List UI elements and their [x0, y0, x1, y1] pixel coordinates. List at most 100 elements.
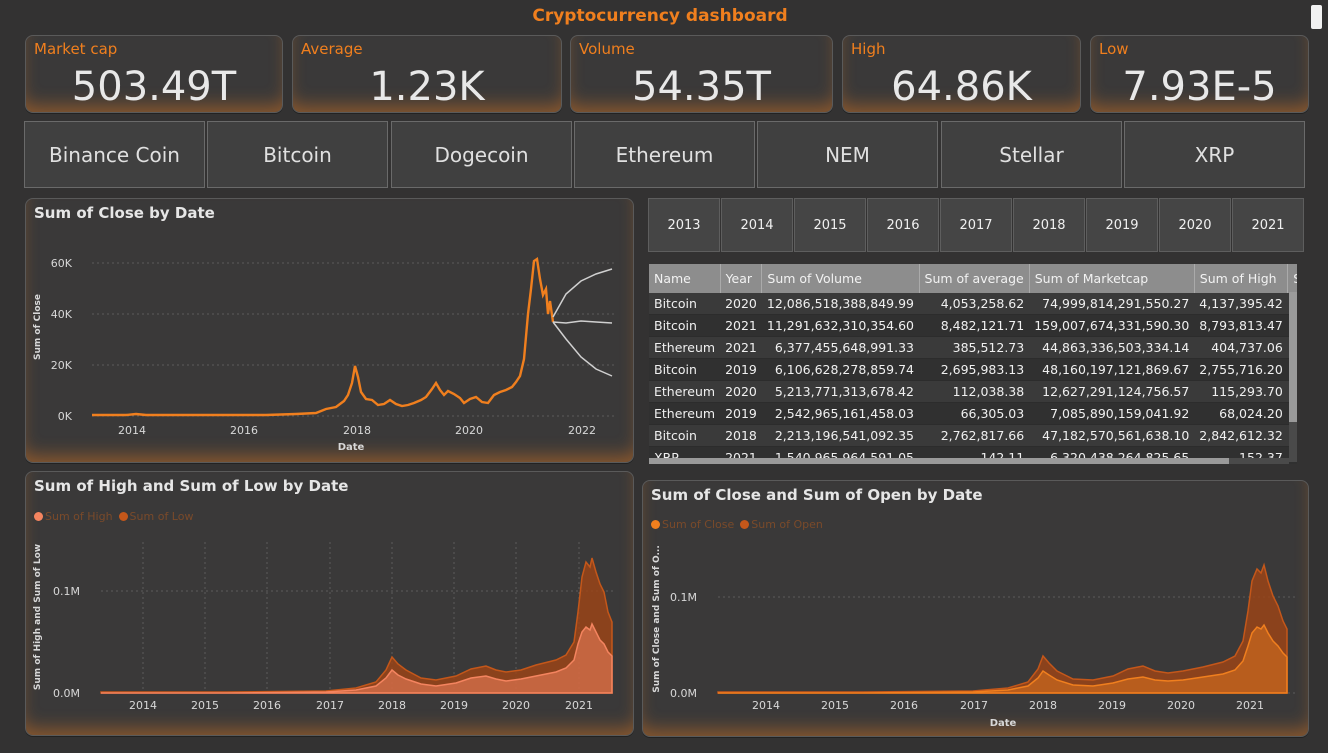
coin-slicer-ethereum[interactable]: Ethereum: [574, 121, 755, 188]
y-tick: 0.1M: [670, 591, 697, 604]
table-header-row: Name Year Sum of Volume Sum of average S…: [649, 264, 1297, 293]
column-header-sum-of-volume[interactable]: Sum of Volume: [761, 264, 920, 293]
summary-table[interactable]: Name Year Sum of Volume Sum of average S…: [649, 264, 1297, 464]
year-slicer-2017[interactable]: 2017: [940, 198, 1012, 252]
column-header-name[interactable]: Name: [649, 264, 721, 293]
kpi-label: Market cap: [34, 40, 118, 58]
cell-high: 8,793,813.47: [1194, 314, 1288, 337]
page-scrollbar[interactable]: [1311, 5, 1322, 29]
legend-item-low[interactable]: Sum of Low: [118, 510, 193, 523]
year-slicer-2014[interactable]: 2014: [721, 198, 793, 252]
cell-marketcap: 159,007,674,331,590.30: [1029, 314, 1195, 337]
y-tick: 60K: [51, 257, 73, 270]
coin-slicer-xrp[interactable]: XRP: [1124, 121, 1305, 188]
year-slicer-2019[interactable]: 2019: [1086, 198, 1158, 252]
table-row[interactable]: Ethereum 2021 6,377,455,648,991.33 385,512.…: [649, 336, 1297, 359]
close-open-by-date-chart: Sum of Close and Sum of Open by Date Sum…: [642, 480, 1309, 737]
cell-average: 4,053,258.62: [919, 293, 1030, 315]
x-tick: 2015: [821, 699, 849, 712]
coin-slicer-bitcoin[interactable]: Bitcoin: [207, 121, 388, 188]
cell-volume: 5,213,771,313,678.42: [761, 380, 920, 403]
close-open-chart-svg[interactable]: 0.1M 0.0M 2014 2015 2016 2017 2018 2019 …: [643, 481, 1308, 736]
cell-volume: 2,542,965,161,458.03: [761, 402, 920, 425]
kpi-card-low: Low 7.93E-5: [1090, 35, 1309, 113]
chart-legend: Sum of High Sum of Low: [34, 510, 193, 523]
x-tick: 2018: [378, 699, 406, 712]
cell-volume: 2,213,196,541,092.35: [761, 424, 920, 447]
x-tick: 2016: [890, 699, 918, 712]
table-row[interactable]: Bitcoin 2019 6,106,628,278,859.74 2,695,983…: [649, 358, 1297, 381]
forecast-lower-line: [552, 321, 613, 377]
cell-year: 2020: [720, 293, 762, 315]
close-series-line: [92, 256, 555, 417]
kpi-value: 1.23K: [369, 64, 485, 110]
coin-slicer-dogecoin[interactable]: Dogecoin: [391, 121, 572, 188]
year-slicer-2020[interactable]: 2020: [1159, 198, 1231, 252]
table-row[interactable]: Bitcoin 2021 11,291,632,310,354.60 8,482,12…: [649, 314, 1297, 337]
x-axis-label: Date: [338, 442, 365, 453]
column-header-year[interactable]: Year: [720, 264, 763, 293]
close-chart-svg[interactable]: 60K 40K 20K 0K 2014 2016 2018 2020 2022 …: [26, 199, 633, 462]
kpi-label: High: [851, 40, 886, 58]
table-horizontal-scroll-thumb[interactable]: [649, 458, 1229, 464]
x-tick: 2021: [565, 699, 593, 712]
kpi-card-market-cap: Market cap 503.49T: [25, 35, 283, 113]
coin-slicer-stellar[interactable]: Stellar: [941, 121, 1122, 188]
coin-slicer-nem[interactable]: NEM: [757, 121, 938, 188]
x-tick: 2021: [1236, 699, 1264, 712]
table-row[interactable]: Ethereum 2019 2,542,965,161,458.03 66,305.0…: [649, 402, 1297, 425]
cell-volume: 12,086,518,388,849.99: [761, 293, 920, 315]
cell-name: Bitcoin: [649, 314, 721, 337]
year-slicer-2015[interactable]: 2015: [794, 198, 866, 252]
x-tick: 2020: [502, 699, 530, 712]
cell-high: 4,137,395.42: [1194, 293, 1288, 315]
table-vertical-scroll-thumb[interactable]: [1289, 292, 1297, 422]
legend-item-open[interactable]: Sum of Open: [740, 518, 823, 531]
year-slicer-2018[interactable]: 2018: [1013, 198, 1085, 252]
chart-legend: Sum of Close Sum of Open: [651, 518, 823, 531]
cell-average: 2,762,817.66: [919, 424, 1030, 447]
high-low-chart-svg[interactable]: 0.1M 0.0M 2014 2015 2016 2017 2018 2019 …: [26, 472, 633, 735]
table-horizontal-scrollbar[interactable]: [649, 458, 1289, 464]
cell-year: 2019: [720, 358, 762, 381]
kpi-card-average: Average 1.23K: [292, 35, 562, 113]
column-header-sum-of-low[interactable]: Su: [1287, 264, 1297, 293]
column-header-sum-of-high[interactable]: Sum of High: [1194, 264, 1289, 293]
year-slicer-2016[interactable]: 2016: [867, 198, 939, 252]
year-slicer-2013[interactable]: 2013: [648, 198, 720, 252]
close-by-date-chart: Sum of Close by Date 60K 40K 20K 0K 2014…: [25, 198, 634, 463]
chart-title: Sum of Close by Date: [34, 204, 215, 222]
x-tick: 2015: [191, 699, 219, 712]
open-series-area: [717, 562, 1288, 694]
table-vertical-scrollbar[interactable]: [1289, 292, 1297, 462]
dashboard-title: Cryptocurrency dashboard: [532, 6, 788, 26]
column-header-sum-of-average[interactable]: Sum of average: [919, 264, 1030, 293]
x-tick: 2020: [1167, 699, 1195, 712]
cell-marketcap: 47,182,570,561,638.10: [1029, 424, 1195, 447]
kpi-value: 64.86K: [891, 64, 1032, 110]
kpi-card-high: High 64.86K: [842, 35, 1081, 113]
kpi-label: Volume: [579, 40, 635, 58]
legend-item-close[interactable]: Sum of Close: [651, 518, 734, 531]
table-row[interactable]: Bitcoin 2018 2,213,196,541,092.35 2,762,817…: [649, 424, 1297, 447]
table-row[interactable]: Bitcoin 2020 12,086,518,388,849.99 4,053,25…: [649, 293, 1297, 315]
column-header-sum-of-marketcap[interactable]: Sum of Marketcap: [1029, 264, 1195, 293]
cell-name: Bitcoin: [649, 358, 721, 381]
chart-title: Sum of Close and Sum of Open by Date: [651, 486, 983, 504]
x-tick: 2016: [230, 424, 258, 437]
cell-year: 2018: [720, 424, 762, 447]
legend-item-high[interactable]: Sum of High: [34, 510, 113, 523]
y-axis-label: Sum of Close and Sum of O...: [652, 545, 662, 693]
y-tick: 0.1M: [53, 585, 80, 598]
cell-average: 66,305.03: [919, 402, 1030, 425]
x-tick: 2019: [440, 699, 468, 712]
x-tick: 2014: [752, 699, 780, 712]
x-tick: 2018: [343, 424, 371, 437]
cell-high: 2,842,612.32: [1194, 424, 1288, 447]
year-slicer-2021[interactable]: 2021: [1232, 198, 1304, 252]
coin-slicer-binance-coin[interactable]: Binance Coin: [24, 121, 205, 188]
kpi-card-volume: Volume 54.35T: [570, 35, 833, 113]
cell-name: Ethereum: [649, 336, 721, 359]
table-row[interactable]: Ethereum 2020 5,213,771,313,678.42 112,038.…: [649, 380, 1297, 403]
y-tick: 0.0M: [670, 687, 697, 700]
